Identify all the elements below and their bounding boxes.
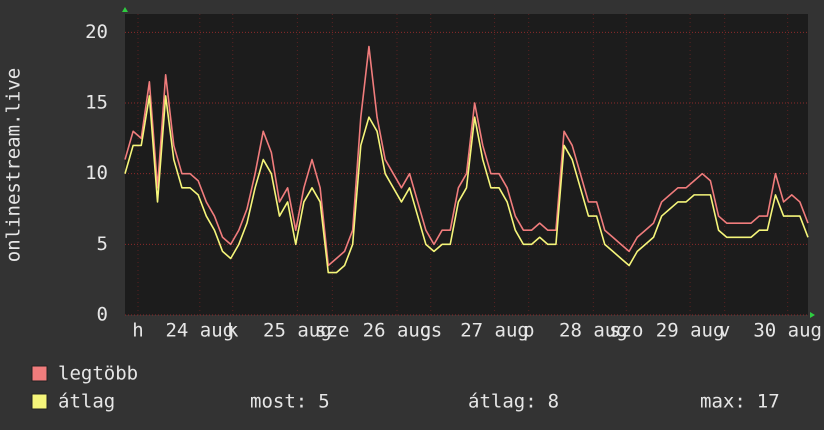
axis-arrow [122,7,128,12]
x-tick-label: 26 aug [363,320,432,342]
x-tick-label: sze [315,320,349,342]
y-tick-label: 15 [85,92,108,114]
stat-value: 5 [318,391,329,413]
stat-label: max: [700,391,746,413]
axis-arrow [810,312,815,318]
legend-label: legtöbb [58,363,138,385]
y-axis-label: onlinestream.live [3,68,25,262]
x-tick-label: 25 aug [263,320,332,342]
x-tick-label: p [523,320,534,342]
y-tick-label: 5 [97,233,108,255]
x-tick-label: k [227,320,239,342]
x-tick-label: 27 aug [460,320,529,342]
x-tick-label: v [719,320,730,342]
x-tick-label: 30 aug [753,320,822,342]
x-tick-label: 24 aug [165,320,234,342]
x-tick-label: cs [419,320,442,342]
legend-label: átlag [58,391,115,413]
stat-label: most: [250,391,307,413]
y-tick-label: 0 [97,304,108,326]
plot-area [125,14,808,315]
stat-value: 17 [757,391,780,413]
y-tick-label: 20 [85,21,108,43]
stat-label: átlag: [468,391,537,413]
legend-swatch [31,393,48,410]
x-tick-label: h [132,320,143,342]
lines [124,45,809,274]
series-line [124,45,809,267]
x-tick-label: 29 aug [656,320,725,342]
stat-value: 8 [548,391,559,413]
x-tick-label: szo [609,320,643,342]
x-tick-label: 28 aug [559,320,628,342]
series-line [124,95,809,274]
y-tick-label: 10 [85,162,108,184]
legend-swatch [31,365,48,382]
